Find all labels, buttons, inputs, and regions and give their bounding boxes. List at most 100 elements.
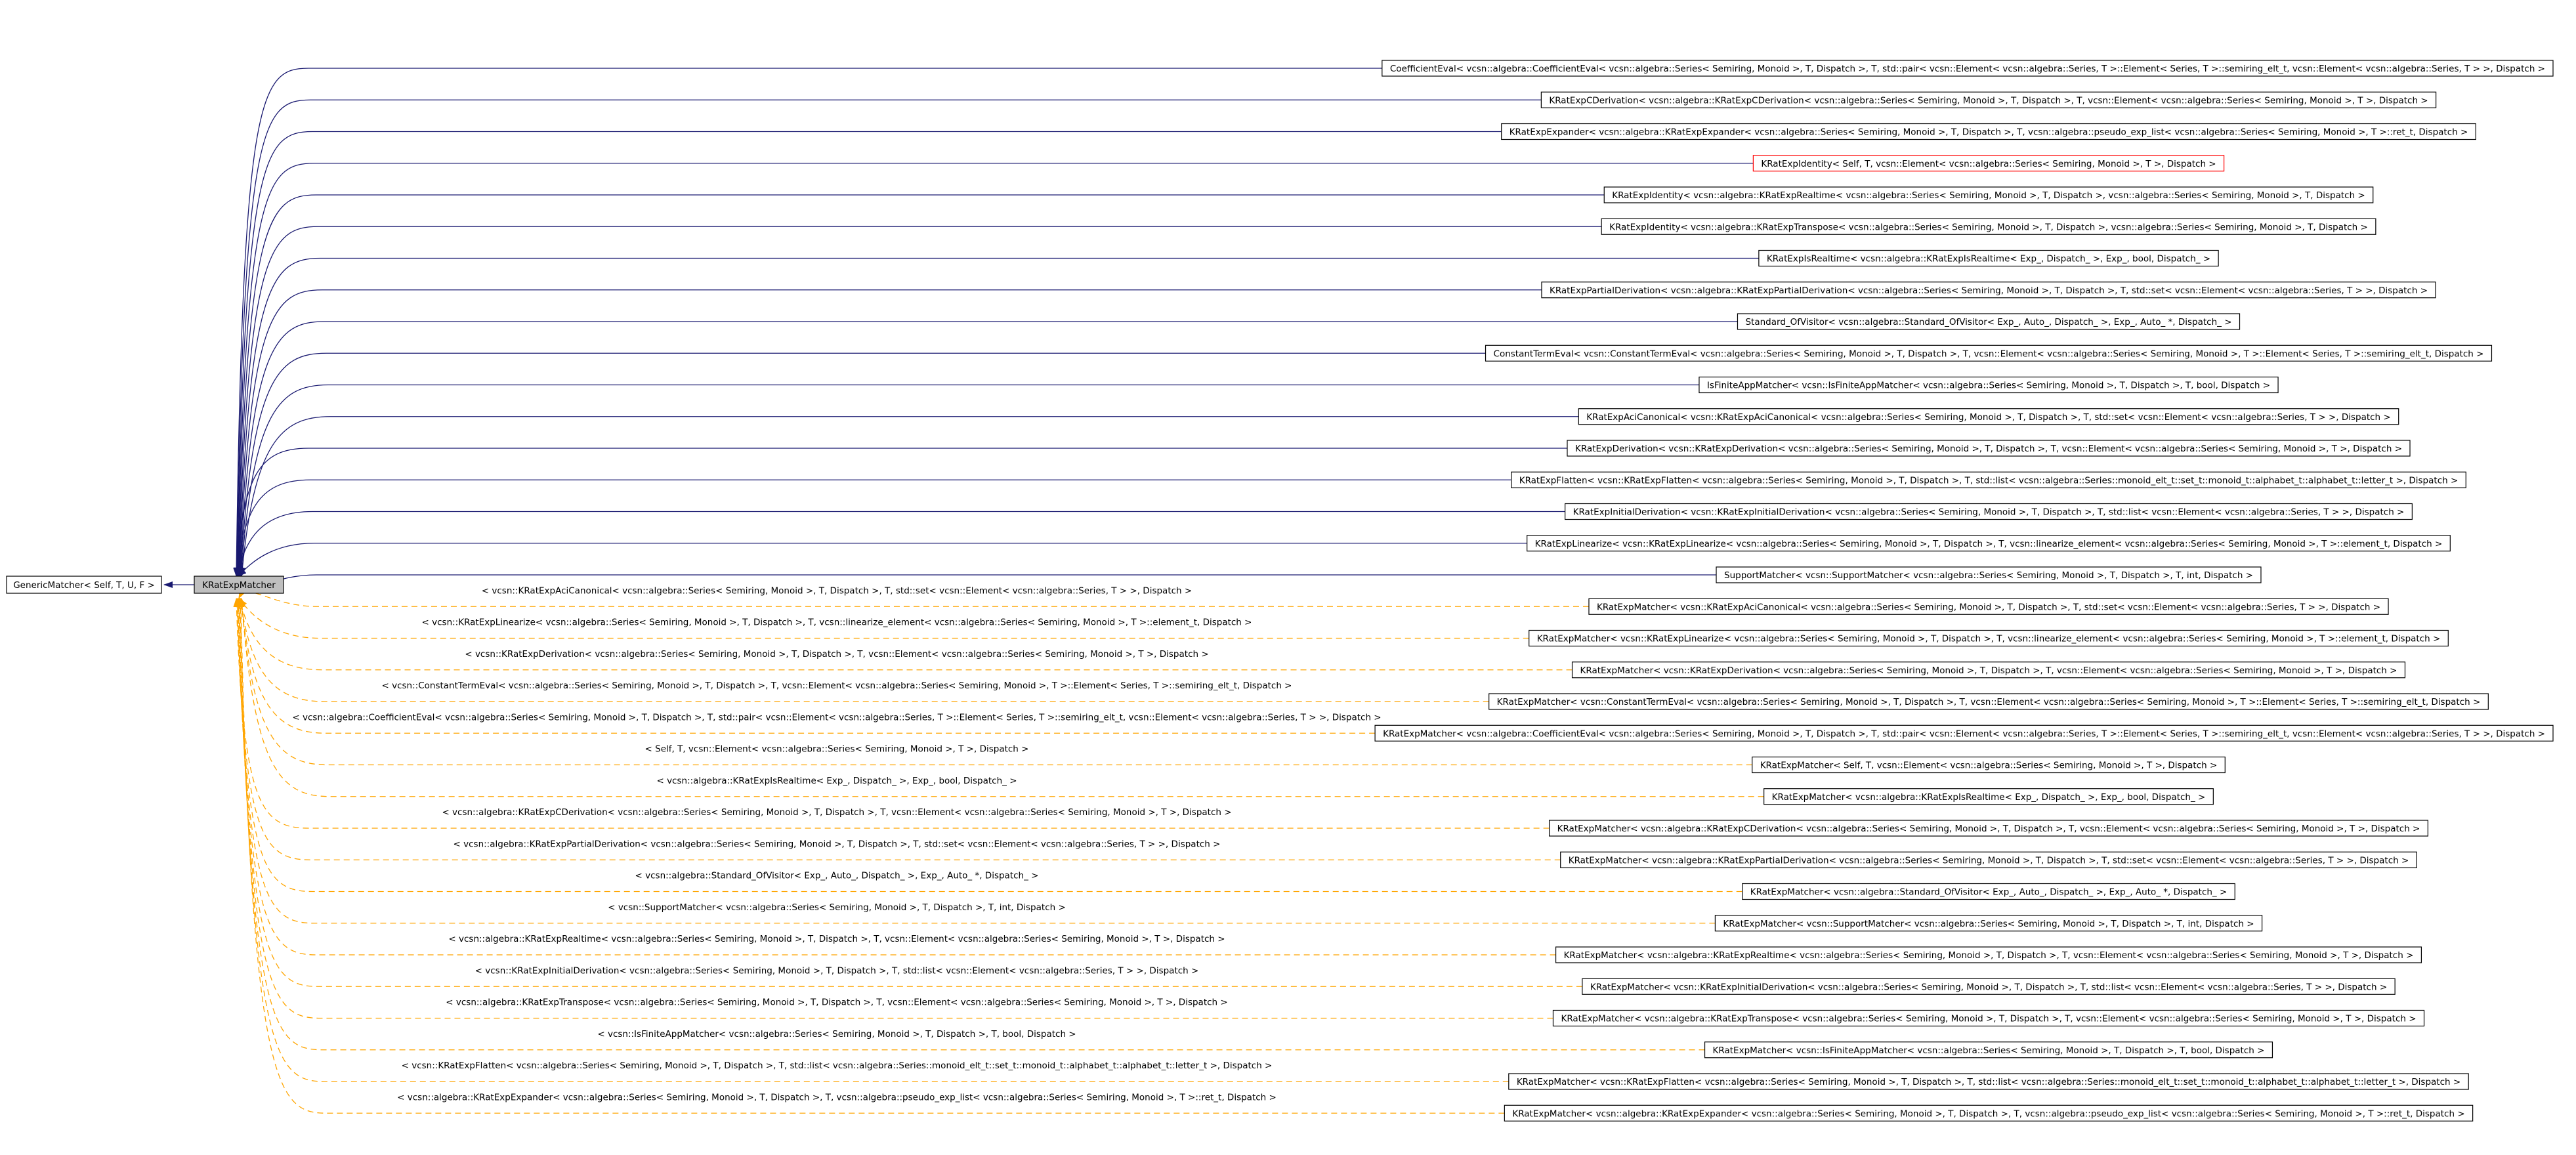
derived-node-label: KRatExpMatcher< vcsn::algebra::Standard_… — [1750, 887, 2228, 898]
derived-node-label: SupportMatcher< vcsn::SupportMatcher< vc… — [1724, 570, 2253, 581]
derived-node-20[interactable]: KRatExpMatcher< vcsn::KRatExpDerivation<… — [1571, 662, 2406, 679]
derived-node-24[interactable]: KRatExpMatcher< vcsn::algebra::KRatExpIs… — [1763, 788, 2214, 805]
template-edge-24 — [239, 598, 1764, 797]
derived-node-label: IsFiniteAppMatcher< vcsn::IsFiniteAppMat… — [1707, 381, 2270, 391]
base-node-label: GenericMatcher< Self, T, U, F > — [13, 580, 155, 591]
derived-node-7[interactable]: KRatExpIsRealtime< vcsn::algebra::KRatEx… — [1758, 249, 2219, 267]
inheritance-edge-1 — [233, 68, 1382, 577]
derived-node-31[interactable]: KRatExpMatcher< vcsn::algebra::KRatExpTr… — [1552, 1009, 2425, 1027]
self-node-label: KRatExpMatcher — [202, 580, 276, 591]
derived-node-1[interactable]: CoefficientEval< vcsn::algebra::Coeffici… — [1382, 60, 2554, 77]
template-edge-label-27: < vcsn::algebra::Standard_OfVisitor< Exp… — [635, 871, 1039, 881]
template-edge-34 — [238, 598, 1505, 1114]
derived-node-17[interactable]: SupportMatcher< vcsn::SupportMatcher< vc… — [1716, 566, 2262, 583]
derived-node-32[interactable]: KRatExpMatcher< vcsn::IsFiniteAppMatcher… — [1704, 1041, 2273, 1059]
derived-node-label: KRatExpInitialDerivation< vcsn::KRatExpI… — [1573, 507, 2405, 518]
derived-node-label: KRatExpPartialDerivation< vcsn::algebra:… — [1550, 285, 2428, 296]
derived-node-label: KRatExpCDerivation< vcsn::algebra::KRatE… — [1549, 95, 2428, 106]
inheritance-edge-9 — [237, 321, 1738, 577]
derived-node-label: KRatExpIsRealtime< vcsn::algebra::KRatEx… — [1767, 254, 2210, 264]
derived-node-label: KRatExpIdentity< Self, T, vcsn::Element<… — [1761, 159, 2216, 169]
template-edge-label-26: < vcsn::algebra::KRatExpPartialDerivatio… — [454, 839, 1221, 849]
derived-node-label: KRatExpMatcher< vcsn::ConstantTermEval< … — [1497, 697, 2481, 707]
derived-node-label: KRatExpMatcher< vcsn::KRatExpLinearize< … — [1537, 634, 2441, 644]
derived-node-label: KRatExpLinearize< vcsn::KRatExpLinearize… — [1535, 539, 2443, 549]
derived-node-34[interactable]: KRatExpMatcher< vcsn::algebra::KRatExpEx… — [1504, 1104, 2474, 1122]
template-edge-label-25: < vcsn::algebra::KRatExpCDerivation< vcs… — [442, 807, 1231, 818]
inheritance-edge-7 — [236, 257, 1759, 577]
template-edge-label-18: < vcsn::KRatExpAciCanonical< vcsn::algeb… — [482, 585, 1192, 596]
derived-node-label: KRatExpMatcher< vcsn::algebra::KRatExpCD… — [1557, 824, 2420, 834]
derived-node-19[interactable]: KRatExpMatcher< vcsn::KRatExpLinearize< … — [1529, 629, 2449, 647]
template-edge-label-19: < vcsn::KRatExpLinearize< vcsn::algebra:… — [422, 618, 1252, 628]
derived-node-label: KRatExpMatcher< vcsn::KRatExpAciCanonica… — [1597, 602, 2380, 612]
derived-node-3[interactable]: KRatExpExpander< vcsn::algebra::KRatExpE… — [1501, 123, 2476, 140]
template-edge-label-28: < vcsn::SupportMatcher< vcsn::algebra::S… — [608, 902, 1066, 913]
derived-node-22[interactable]: KRatExpMatcher< vcsn::algebra::Coefficie… — [1374, 724, 2554, 742]
derived-node-30[interactable]: KRatExpMatcher< vcsn::KRatExpInitialDeri… — [1582, 978, 2396, 995]
derived-node-label: KRatExpFlatten< vcsn::KRatExpFlatten< vc… — [1519, 475, 2459, 486]
template-edge-label-29: < vcsn::algebra::KRatExpRealtime< vcsn::… — [448, 934, 1225, 944]
derived-node-25[interactable]: KRatExpMatcher< vcsn::algebra::KRatExpCD… — [1549, 820, 2428, 837]
base-node-generic-matcher[interactable]: GenericMatcher< Self, T, U, F > — [6, 576, 162, 594]
derived-node-29[interactable]: KRatExpMatcher< vcsn::algebra::KRatExpRe… — [1555, 946, 2422, 963]
derived-node-13[interactable]: KRatExpDerivation< vcsn::KRatExpDerivati… — [1567, 440, 2411, 457]
template-edge-label-32: < vcsn::IsFiniteAppMatcher< vcsn::algebr… — [597, 1029, 1076, 1040]
derived-node-label: Standard_OfVisitor< vcsn::algebra::Stand… — [1745, 317, 2231, 327]
derived-node-2[interactable]: KRatExpCDerivation< vcsn::algebra::KRatE… — [1540, 91, 2437, 108]
template-edge-32 — [236, 598, 1705, 1051]
inheritance-edge-12 — [239, 416, 1579, 577]
derived-node-14[interactable]: KRatExpFlatten< vcsn::KRatExpFlatten< vc… — [1511, 471, 2466, 488]
template-edge-28 — [234, 598, 1716, 924]
template-edge-20 — [238, 598, 1573, 671]
derived-node-label: KRatExpExpander< vcsn::algebra::KRatExpE… — [1510, 127, 2468, 138]
derived-node-12[interactable]: KRatExpAciCanonical< vcsn::KRatExpAciCan… — [1578, 408, 2399, 425]
derived-node-8[interactable]: KRatExpPartialDerivation< vcsn::algebra:… — [1541, 282, 2436, 299]
template-edge-label-22: < vcsn::algebra::CoefficientEval< vcsn::… — [292, 712, 1381, 723]
inheritance-edge-16 — [237, 543, 1527, 577]
derived-node-label: KRatExpMatcher< vcsn::algebra::Coefficie… — [1383, 728, 2545, 739]
derived-node-label: KRatExpIdentity< vcsn::algebra::KRatExpT… — [1609, 222, 2368, 232]
derived-node-33[interactable]: KRatExpMatcher< vcsn::KRatExpFlatten< vc… — [1508, 1073, 2469, 1090]
inheritance-edge-6 — [236, 226, 1602, 577]
template-edge-21 — [238, 598, 1489, 702]
template-edge-18 — [238, 589, 1589, 607]
derived-node-26[interactable]: KRatExpMatcher< vcsn::algebra::KRatExpPa… — [1560, 851, 2417, 868]
template-edge-26 — [234, 598, 1561, 860]
inheritance-edge-13 — [233, 448, 1567, 577]
inheritance-edge-11 — [238, 384, 1699, 577]
self-node-kratexp-matcher[interactable]: KRatExpMatcher — [194, 576, 284, 594]
derived-node-label: KRatExpMatcher< vcsn::IsFiniteAppMatcher… — [1713, 1045, 2265, 1056]
template-edge-label-33: < vcsn::KRatExpFlatten< vcsn::algebra::S… — [402, 1060, 1273, 1071]
derived-node-28[interactable]: KRatExpMatcher< vcsn::SupportMatcher< vc… — [1714, 915, 2263, 932]
derived-node-5[interactable]: KRatExpIdentity< vcsn::algebra::KRatExpR… — [1603, 186, 2374, 203]
derived-node-11[interactable]: IsFiniteAppMatcher< vcsn::IsFiniteAppMat… — [1699, 376, 2279, 394]
derived-node-label: KRatExpMatcher< vcsn::algebra::KRatExpTr… — [1561, 1014, 2416, 1024]
inheritance-edge-15 — [236, 511, 1565, 577]
derived-node-6[interactable]: KRatExpIdentity< vcsn::algebra::KRatExpT… — [1601, 218, 2376, 235]
derived-node-21[interactable]: KRatExpMatcher< vcsn::ConstantTermEval< … — [1489, 693, 2489, 710]
derived-node-label: KRatExpMatcher< vcsn::KRatExpInitialDeri… — [1590, 982, 2387, 992]
derived-node-label: KRatExpMatcher< vcsn::algebra::KRatExpPa… — [1569, 855, 2409, 866]
template-edge-22 — [238, 598, 1376, 734]
derived-node-label: KRatExpMatcher< vcsn::SupportMatcher< vc… — [1723, 919, 2254, 929]
derived-node-18[interactable]: KRatExpMatcher< vcsn::KRatExpAciCanonica… — [1588, 598, 2389, 615]
template-edge-label-30: < vcsn::KRatExpInitialDerivation< vcsn::… — [475, 965, 1199, 976]
derived-node-label: ConstantTermEval< vcsn::ConstantTermEval… — [1494, 348, 2484, 359]
derived-node-23[interactable]: KRatExpMatcher< Self, T, vcsn::Element< … — [1752, 756, 2226, 774]
derived-node-label: KRatExpMatcher< vcsn::algebra::KRatExpEx… — [1512, 1108, 2464, 1119]
template-edge-label-31: < vcsn::algebra::KRatExpTranspose< vcsn:… — [446, 998, 1227, 1008]
template-edge-label-20: < vcsn::KRatExpDerivation< vcsn::algebra… — [465, 649, 1208, 660]
derived-node-4[interactable]: KRatExpIdentity< Self, T, vcsn::Element<… — [1752, 155, 2225, 172]
derived-node-9[interactable]: Standard_OfVisitor< vcsn::algebra::Stand… — [1737, 313, 2241, 330]
inheritance-edge-5 — [235, 194, 1605, 577]
derived-node-15[interactable]: KRatExpInitialDerivation< vcsn::KRatExpI… — [1565, 503, 2413, 520]
derived-node-27[interactable]: KRatExpMatcher< vcsn::algebra::Standard_… — [1742, 883, 2235, 900]
derived-node-16[interactable]: KRatExpLinearize< vcsn::KRatExpLinearize… — [1527, 535, 2451, 552]
derived-node-10[interactable]: ConstantTermEval< vcsn::ConstantTermEval… — [1485, 345, 2493, 362]
inheritance-edge-4 — [234, 163, 1754, 577]
derived-node-label: KRatExpAciCanonical< vcsn::KRatExpAciCan… — [1586, 412, 2390, 423]
derived-node-label: KRatExpMatcher< vcsn::algebra::KRatExpRe… — [1564, 950, 2414, 961]
derived-node-label: KRatExpMatcher< Self, T, vcsn::Element< … — [1760, 761, 2218, 771]
